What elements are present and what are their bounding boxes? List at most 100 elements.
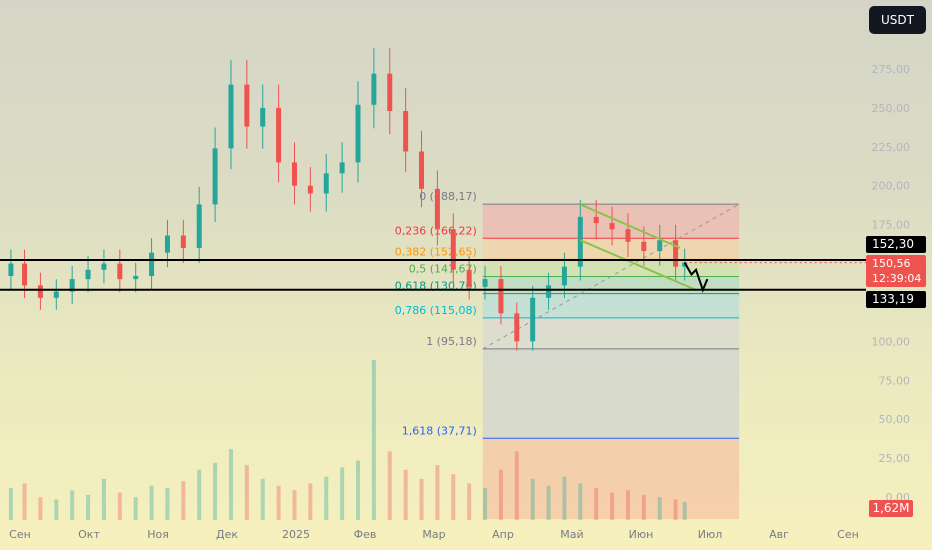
volume-bar	[356, 460, 361, 520]
volume-bar	[610, 492, 615, 520]
fib-zone	[482, 238, 740, 260]
level-low-price-tag: 133,19	[866, 291, 926, 308]
fib-zone	[482, 259, 740, 277]
y-tick-label: 275,00	[872, 63, 911, 76]
candle-body	[323, 173, 329, 194]
candle-body	[419, 151, 425, 189]
volume-bar	[324, 476, 329, 520]
level-high-price-tag: 152,30	[866, 236, 926, 253]
volume-bar	[86, 494, 91, 520]
candle-body	[387, 73, 393, 112]
candle-body	[546, 285, 552, 298]
x-tick-label: Ноя	[147, 528, 169, 541]
fib-level-label: 0,236 (166,22)	[395, 224, 477, 237]
candle-body	[244, 84, 250, 127]
candle-body	[260, 107, 266, 127]
volume-bar	[594, 488, 599, 520]
volume-bar	[387, 451, 392, 520]
y-tick-label: 250,00	[872, 102, 911, 115]
candle-body	[450, 229, 456, 270]
x-tick-label: Дек	[216, 528, 238, 541]
fib-level-label: 1,618 (37,71)	[402, 424, 477, 437]
volume-bar	[38, 497, 43, 520]
currency-button[interactable]: USDT	[869, 6, 926, 34]
volume-bar	[625, 490, 630, 520]
volume-bar	[657, 497, 662, 520]
volume-bar	[213, 462, 218, 520]
x-tick-label: Авг	[769, 528, 789, 541]
candle-body	[69, 279, 75, 292]
candle-body	[625, 229, 631, 242]
candle-body	[180, 235, 186, 248]
x-tick-label: Сен	[837, 528, 859, 541]
candle-body	[530, 297, 536, 342]
volume-bar	[641, 494, 646, 520]
volume-bar	[22, 483, 27, 520]
y-tick-label: 225,00	[872, 141, 911, 154]
fib-zone	[482, 348, 740, 439]
channel-lower-line	[579, 239, 697, 291]
candle-body	[212, 148, 218, 205]
candle-body	[307, 185, 313, 194]
candle-body	[673, 240, 679, 267]
x-tick-label: Апр	[492, 528, 514, 541]
volume-bar	[483, 488, 488, 520]
projection-path	[683, 262, 709, 293]
volume-bar	[101, 478, 106, 520]
candle-body	[498, 279, 504, 314]
candle-body	[514, 313, 520, 342]
candle-body	[403, 111, 409, 152]
y-tick-label: 25,00	[879, 452, 911, 465]
candle-body	[482, 279, 488, 287]
candle-body	[101, 263, 107, 270]
volume-bar	[70, 490, 75, 520]
x-tick-label: Мар	[422, 528, 445, 541]
y-tick-label: 50,00	[879, 413, 911, 426]
candle-body	[133, 275, 139, 280]
volume-bar	[562, 476, 567, 520]
y-tick-label: 100,00	[872, 335, 911, 348]
volume-bar	[244, 465, 249, 520]
volume-bar	[340, 467, 345, 520]
candle-body	[8, 263, 14, 276]
x-tick-label: Сен	[9, 528, 31, 541]
candle-body	[371, 73, 377, 105]
x-tick-label: Фев	[354, 528, 377, 541]
candle-body	[37, 285, 43, 298]
channel-upper-line	[579, 203, 681, 249]
candle-body	[228, 84, 234, 149]
volume-bar	[546, 485, 551, 520]
volume-bar	[165, 488, 170, 520]
volume-bar	[498, 469, 503, 520]
volume-bar	[403, 469, 408, 520]
y-tick-label: 175,00	[872, 219, 911, 232]
candle-body	[657, 240, 663, 252]
volume-bar	[673, 499, 678, 520]
volume-bar	[530, 478, 535, 520]
candle-body	[609, 223, 615, 230]
candle-body	[593, 216, 599, 224]
fib-level-label: 0,786 (115,08)	[395, 304, 477, 317]
fib-level-label: 0,382 (152,65)	[395, 245, 477, 258]
candle-body	[291, 162, 297, 186]
countdown-timer: 12:39:04	[872, 272, 922, 285]
candle-body	[577, 216, 583, 267]
x-tick-label: Май	[560, 528, 583, 541]
fib-level-label: 0 (188,17)	[419, 190, 477, 203]
volume-bar	[308, 483, 313, 520]
candle-body	[339, 162, 345, 174]
volume-bar	[133, 497, 138, 520]
volume-bar	[292, 490, 297, 520]
candle-body	[85, 269, 91, 280]
volume-bar	[228, 449, 233, 520]
volume-bar	[578, 483, 583, 520]
volume-bar	[435, 465, 440, 520]
volume-bar	[117, 492, 122, 520]
candle-body	[22, 263, 28, 286]
candle-body	[276, 107, 282, 163]
diagonal-trendline	[482, 203, 740, 350]
candle-body	[149, 252, 155, 276]
candle-body	[561, 266, 567, 286]
